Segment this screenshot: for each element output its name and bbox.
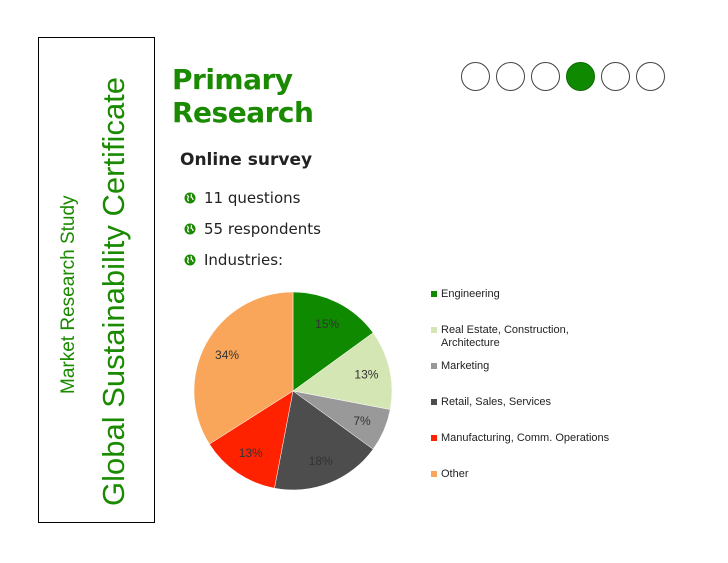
bullet-text: Industries: (204, 250, 284, 269)
slice-label-6: 34% (215, 348, 239, 362)
slice-label-4: 18% (309, 454, 333, 468)
progress-dot-1 (461, 62, 490, 91)
legend-swatch (431, 435, 437, 441)
legend-label: Real Estate, Construction, Architecture (441, 324, 569, 349)
legend-item-1: Engineering (431, 288, 621, 301)
globe-icon (184, 223, 196, 234)
pie-slice-6 (193, 291, 294, 445)
sidebar-frame (38, 37, 155, 523)
bullet-text: 11 questions (204, 188, 301, 207)
legend-swatch (431, 471, 437, 477)
legend-item-5: Manufacturing, Comm. Operations (431, 432, 621, 445)
progress-dot-2 (496, 62, 525, 91)
pie-slice-4 (274, 390, 374, 491)
subheading: Online survey (180, 150, 313, 170)
bullet-text: 55 respondents (204, 219, 321, 238)
slice-label-5: 13% (239, 446, 263, 460)
globe-icon (184, 254, 196, 265)
legend-swatch (431, 291, 437, 297)
bullet-item: Industries: (184, 244, 321, 275)
legend-item-3: Marketing (431, 360, 621, 373)
legend-label: Marketing (441, 360, 490, 372)
pie-slice-5 (209, 390, 294, 489)
legend-label: Retail, Sales, Services (441, 396, 552, 408)
slice-label-3: 7% (353, 414, 371, 428)
legend-label: Manufacturing, Comm. Operations (441, 432, 610, 444)
bullet-list: 11 questions 55 respondents Industries: (184, 182, 321, 275)
legend-label: Engineering (441, 288, 500, 300)
bullet-item: 55 respondents (184, 213, 321, 244)
legend-swatch (431, 327, 437, 333)
progress-dot-4 (566, 62, 595, 91)
bullet-item: 11 questions (184, 182, 321, 213)
title-line-1: Primary (172, 63, 293, 96)
legend-item-2: Real Estate, Construction, Architecture (431, 324, 601, 350)
title-line-2: Research (172, 96, 314, 129)
slide-title: Primary Research (172, 63, 392, 129)
pie-slice-1 (292, 291, 374, 392)
slice-label-2: 13% (354, 368, 378, 382)
pie-slice-2 (292, 332, 393, 410)
legend-item-4: Retail, Sales, Services (431, 396, 621, 409)
legend-item-6: Other (431, 468, 621, 481)
progress-dot-3 (531, 62, 560, 91)
legend-label: Other (441, 468, 469, 480)
progress-dots (461, 62, 665, 91)
legend-swatch (431, 399, 437, 405)
chart-legend: Engineering Real Estate, Construction, Ar… (431, 288, 621, 481)
globe-icon (184, 192, 196, 203)
progress-dot-6 (636, 62, 665, 91)
slice-label-1: 15% (315, 317, 339, 331)
legend-swatch (431, 363, 437, 369)
progress-dot-5 (601, 62, 630, 91)
